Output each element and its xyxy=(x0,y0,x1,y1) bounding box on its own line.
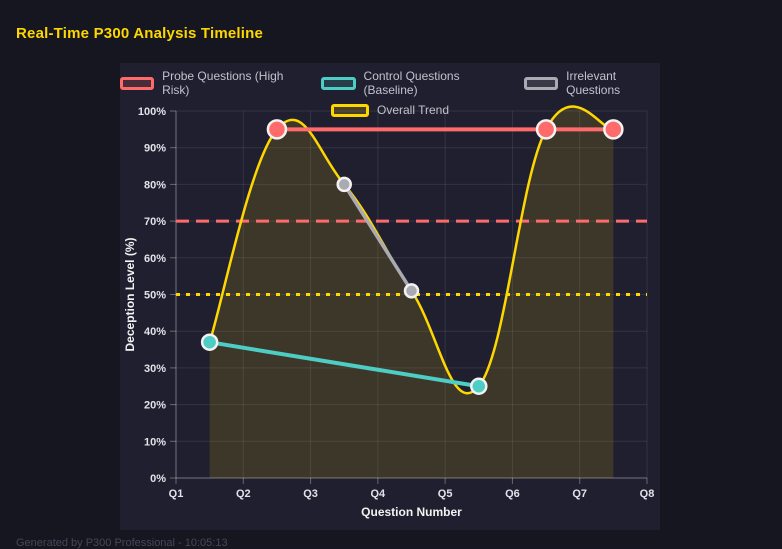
legend-swatch-probe xyxy=(120,76,155,90)
y-tick-label: 90% xyxy=(144,143,166,155)
legend-label-control: Control Questions (Baseline) xyxy=(363,69,460,97)
x-tick-label: Q5 xyxy=(438,488,453,500)
page-title: Real-Time P300 Analysis Timeline xyxy=(16,25,264,42)
x-tick-label: Q1 xyxy=(169,488,184,500)
x-axis-title: Question Number xyxy=(361,505,462,519)
y-tick-label: 100% xyxy=(138,106,166,118)
y-tick-label: 60% xyxy=(144,253,166,265)
legend-swatch-trend xyxy=(330,103,369,117)
legend-label-probe: Probe Questions (High Risk) xyxy=(162,69,284,97)
chart-canvas: 0% 10% 20% 30% 40% 50% 60% 70% 80% 90% 100% Q1 Q2 Q3 Q… xyxy=(123,105,655,519)
y-tick-label: 40% xyxy=(144,326,166,338)
x-tick-label: Q8 xyxy=(640,488,655,500)
y-tick-label: 50% xyxy=(144,290,166,302)
legend-swatch-control xyxy=(321,76,356,90)
data-point-1[interactable] xyxy=(470,377,488,395)
legend-row-2: Overall Trend xyxy=(330,103,450,117)
chart-legend: Probe Questions (High Risk) Control Ques… xyxy=(120,69,660,117)
x-tick-label: Q4 xyxy=(371,488,387,500)
y-tick-label: 20% xyxy=(144,400,166,412)
x-tick-label: Q2 xyxy=(236,488,251,500)
data-point-0[interactable] xyxy=(535,119,557,140)
data-point-0[interactable] xyxy=(266,119,288,140)
chart-panel: Probe Questions (High Risk) Control Ques… xyxy=(120,63,660,530)
legend-row-1: Probe Questions (High Risk) Control Ques… xyxy=(120,69,660,97)
x-tick-label: Q6 xyxy=(505,488,520,500)
footer-note: Generated by P300 Professional - 10:05:1… xyxy=(16,537,228,549)
legend-swatch-irrelevant xyxy=(524,76,559,90)
y-tick-label: 30% xyxy=(144,363,166,375)
y-tick-label: 80% xyxy=(144,179,166,191)
y-tick-label: 0% xyxy=(150,473,166,485)
y-tick-label: 10% xyxy=(144,436,166,448)
series-line-2 xyxy=(342,182,414,293)
legend-item-probe[interactable]: Probe Questions (High Risk) xyxy=(120,69,295,97)
x-tick-label: Q3 xyxy=(303,488,318,500)
legend-label-irrelevant: Irrelevant Questions xyxy=(566,69,621,97)
series-line-1 xyxy=(207,340,481,389)
data-point-1[interactable] xyxy=(200,333,219,351)
data-point-2[interactable] xyxy=(403,283,420,299)
y-axis-title: Deception Level (%) xyxy=(123,237,137,351)
data-point-2[interactable] xyxy=(336,176,352,193)
legend-item-control[interactable]: Control Questions (Baseline) xyxy=(321,69,498,97)
data-point-0[interactable] xyxy=(603,119,624,140)
legend-label-trend: Overall Trend xyxy=(376,103,450,117)
y-tick-label: 70% xyxy=(144,216,166,228)
legend-item-trend[interactable]: Overall Trend xyxy=(330,103,450,117)
x-tick-label: Q7 xyxy=(572,488,587,500)
legend-item-irrelevant[interactable]: Irrelevant Questions xyxy=(524,69,660,97)
